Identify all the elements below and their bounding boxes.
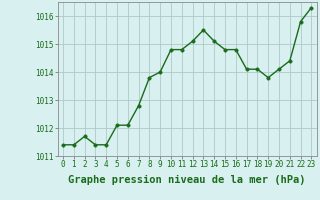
X-axis label: Graphe pression niveau de la mer (hPa): Graphe pression niveau de la mer (hPa) xyxy=(68,175,306,185)
